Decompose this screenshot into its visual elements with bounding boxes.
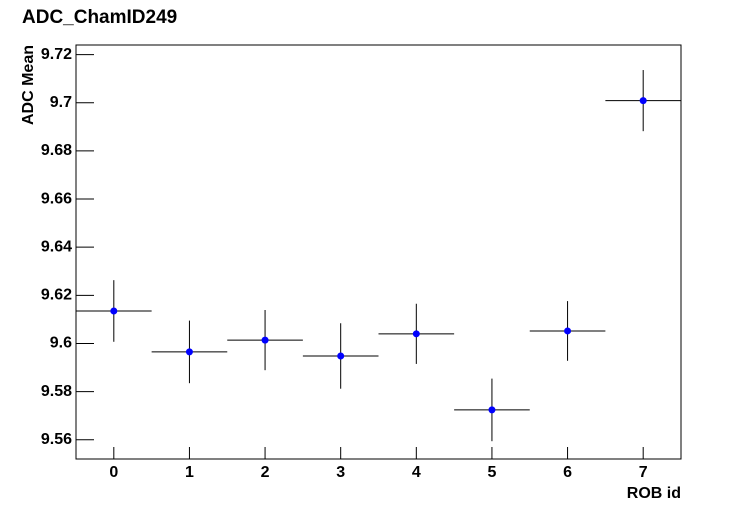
data-point bbox=[110, 307, 118, 315]
frame bbox=[75, 44, 682, 460]
data-point bbox=[412, 330, 420, 338]
x-tick-label: 4 bbox=[412, 464, 421, 481]
data-point bbox=[185, 348, 193, 356]
data-point bbox=[261, 336, 269, 344]
x-tick-label: 7 bbox=[639, 464, 648, 481]
x-tick-label: 5 bbox=[487, 464, 496, 481]
y-tick-label: 9.66 bbox=[41, 190, 72, 207]
y-tick-label: 9.68 bbox=[41, 142, 72, 159]
x-tick-label: 1 bbox=[185, 464, 194, 481]
x-tick-label: 6 bbox=[563, 464, 572, 481]
y-tick-label: 9.58 bbox=[41, 383, 72, 400]
x-tick-label: 0 bbox=[109, 464, 118, 481]
y-axis-label: ADC Mean bbox=[20, 45, 37, 125]
data-point bbox=[337, 352, 345, 360]
y-tick-label: 9.62 bbox=[41, 287, 72, 304]
x-tick-label: 3 bbox=[336, 464, 345, 481]
y-tick-label: 9.7 bbox=[50, 94, 72, 111]
data-point bbox=[564, 327, 572, 335]
chart-title: ADC_ChamID249 bbox=[22, 7, 177, 28]
x-axis-label: ROB id bbox=[627, 485, 681, 502]
x-tick-label: 2 bbox=[261, 464, 270, 481]
y-tick-label: 9.72 bbox=[41, 46, 72, 63]
y-tick-label: 9.64 bbox=[41, 238, 72, 255]
data-point bbox=[488, 406, 496, 414]
y-tick-label: 9.6 bbox=[50, 335, 72, 352]
y-tick-label: 9.56 bbox=[41, 431, 72, 448]
data-point bbox=[639, 97, 647, 105]
